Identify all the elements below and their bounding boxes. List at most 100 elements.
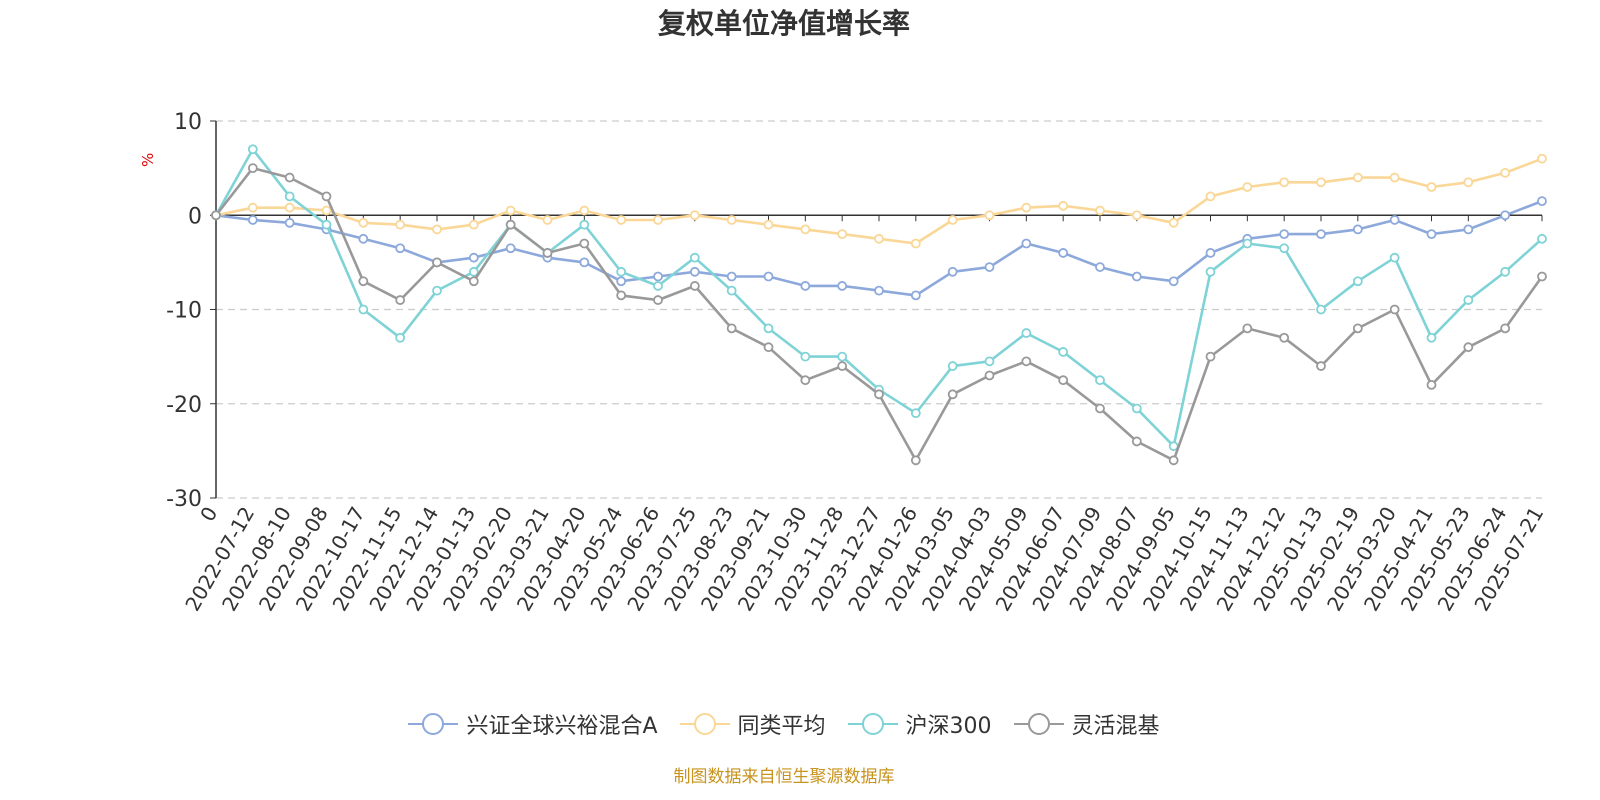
series-2-point [910,238,921,249]
series-1-point [395,243,406,254]
series-4-point [432,257,442,268]
series-1-point [1500,210,1511,221]
series-1-point [1205,248,1216,258]
series-4-point [1021,356,1032,367]
series-3-point [1095,375,1105,386]
series-2-point [726,215,737,225]
series-4-point [1058,375,1069,386]
series-4-point [1352,323,1363,334]
series-2-point [1500,167,1511,178]
series-4-point [910,455,921,466]
series-2-point [984,210,995,221]
series-4-point [579,238,590,249]
series-2-point [247,202,258,213]
series-2-point [1316,177,1326,188]
series-4-point [1242,323,1253,334]
series-4-point [984,370,995,381]
y-tick-label: -20 [166,393,202,418]
series-4-point [1279,332,1290,343]
legend-series-2-icon [679,713,730,735]
series-2-point [432,224,442,235]
series-3-point [800,351,811,362]
series-4-point [1463,342,1474,353]
series-2-point [1168,217,1179,228]
series-4-point [616,290,627,301]
series-3-point [837,351,848,362]
series-3-point [653,281,663,291]
series-4-point [211,210,221,221]
series-1-point [505,243,516,254]
series-1-point [1537,196,1547,207]
series-2-point [1242,182,1253,192]
legend-item[interactable]: 灵活混基 [1013,708,1160,740]
series-2-point [1021,202,1032,213]
line-chart: 100-10-20-3002022-07-122022-08-102022-09… [166,110,1548,615]
series-2-point [1537,153,1547,164]
series-1-point [1021,238,1032,249]
legend-label: 同类平均 [737,714,826,739]
series-1-point [579,257,590,268]
series-4-point [874,389,884,400]
series-1-point [653,271,663,282]
series-2-point [1389,172,1400,183]
series-1-point [616,276,627,287]
legend-item[interactable]: 兴证全球兴裕混合A [408,708,658,740]
series-2-point [395,219,406,230]
series-4-point [1500,323,1511,334]
legend-label: 沪深300 [905,714,992,739]
series-3-point [1131,403,1142,414]
series-2-point [653,215,663,225]
series-2-point [358,217,369,228]
series-3-point [763,323,774,334]
series-4-point [947,389,958,400]
series-4-point [1426,379,1437,390]
series-3-point [1389,252,1400,263]
series-4-point [800,375,811,386]
series-2-point [505,205,516,216]
series-1-point [910,290,921,301]
series-3-point [689,252,700,263]
series-2-point [542,215,553,225]
legend-item[interactable]: 同类平均 [679,708,826,740]
series-2-point [874,233,884,244]
series-1-point [1058,248,1069,258]
series-3-point [395,332,406,343]
series-line-3 [214,148,1543,448]
series-4-point [1389,304,1400,315]
legend-series-4-icon [1013,713,1064,735]
series-3-point [1058,347,1069,357]
legend-label: 兴证全球兴裕混合A [466,714,658,739]
series-1-point [837,281,848,291]
series-4-point [542,248,553,258]
series-4-point [468,276,479,287]
legend: 兴证全球兴裕混合A 同类平均 沪深300 灵活混基 [0,708,1568,740]
series-2-point [1095,205,1105,216]
series-4-point [1316,361,1326,371]
series-4-point [284,172,295,183]
y-tick-label: 10 [174,110,202,135]
series-2-point [1131,210,1142,221]
series-4-point [247,163,258,174]
series-2-point [284,202,295,213]
series-2-point [1352,172,1363,183]
series-4-point [1537,271,1547,282]
series-1-point [1352,224,1363,235]
series-3-point [468,266,479,277]
series-1-point [1168,276,1179,287]
series-4-point [837,361,848,371]
series-2-point [1463,177,1474,188]
legend-series-3-icon [847,713,898,735]
series-3-point [1316,304,1326,315]
legend-item[interactable]: 沪深300 [847,708,992,740]
series-line-4 [214,166,1544,462]
series-1-point [1316,229,1326,240]
series-3-point [947,361,958,371]
series-3-point [321,219,332,230]
series-2-point [1058,200,1069,211]
series-1-point [468,252,479,263]
series-3-point [1537,233,1547,244]
series-4-point [1205,351,1216,362]
series-2-point [800,224,811,235]
data-source-note: 制图数据来自恒生聚源数据库 [673,767,895,787]
series-3-point [726,285,737,296]
